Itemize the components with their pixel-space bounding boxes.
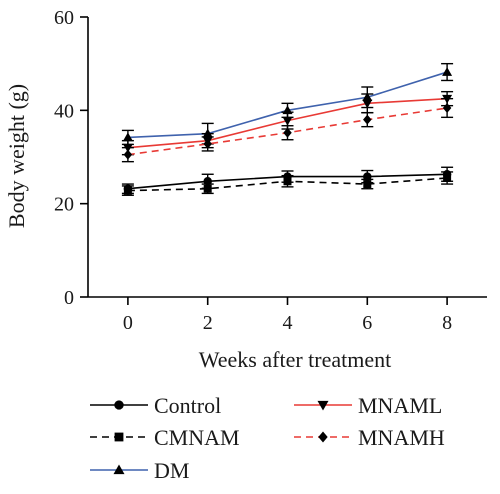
legend-label: Control <box>154 393 221 418</box>
x-tick-label: 0 <box>123 312 133 334</box>
legend-item-cmnam: CMNAM <box>90 425 240 450</box>
data-point-mnamh <box>442 103 452 113</box>
x-tick-label: 4 <box>283 312 293 334</box>
legend-label: DM <box>154 458 189 483</box>
axes: 0 20 40 60 0 2 4 6 8 <box>54 7 487 334</box>
data-point-cmnam <box>123 186 132 195</box>
legend-marker <box>114 400 124 410</box>
legend-marker <box>317 400 329 411</box>
y-tick-label: 40 <box>54 100 74 122</box>
x-tick-label: 8 <box>442 312 452 334</box>
data-point-mnamh <box>363 114 372 125</box>
legend-item-control: Control <box>90 393 221 418</box>
data-point-mnaml <box>362 99 373 109</box>
x-tick-label: 6 <box>362 312 372 334</box>
legend-marker <box>113 464 125 475</box>
y-tick-label: 60 <box>54 7 74 29</box>
data-point-cmnam <box>283 177 292 186</box>
y-tick-label: 20 <box>54 194 74 216</box>
data-point-dm <box>122 132 133 142</box>
legend-marker <box>114 432 124 442</box>
series-mnamh <box>121 97 454 163</box>
x-axis-label: Weeks after treatment <box>199 347 391 372</box>
legend-label: MNAML <box>358 393 442 418</box>
series-cmnam <box>121 171 454 196</box>
data-point-mnaml <box>282 116 293 126</box>
data-point-cmnam <box>443 174 452 182</box>
legend-label: CMNAM <box>154 425 240 450</box>
y-tick-label: 0 <box>64 287 74 309</box>
legend: Control CMNAM DM MNAML MNAMH <box>90 393 445 483</box>
legend-item-mnaml: MNAML <box>294 393 442 418</box>
data-point-mnamh <box>123 149 133 160</box>
legend-label: MNAMH <box>358 425 445 450</box>
x-tick-label: 2 <box>203 312 213 334</box>
data-point-cmnam <box>203 184 212 193</box>
data-point-cmnam <box>363 180 372 189</box>
data-point-dm <box>442 67 453 76</box>
data-point-mnamh <box>203 138 212 149</box>
data-point-mnamh <box>283 127 292 138</box>
legend-item-mnamh: MNAMH <box>294 425 445 450</box>
legend-item-dm: DM <box>90 458 189 483</box>
series-layer <box>121 62 454 196</box>
series-mnaml <box>121 90 454 156</box>
y-axis-label: Body weight (g) <box>4 84 29 228</box>
legend-marker <box>318 431 328 443</box>
